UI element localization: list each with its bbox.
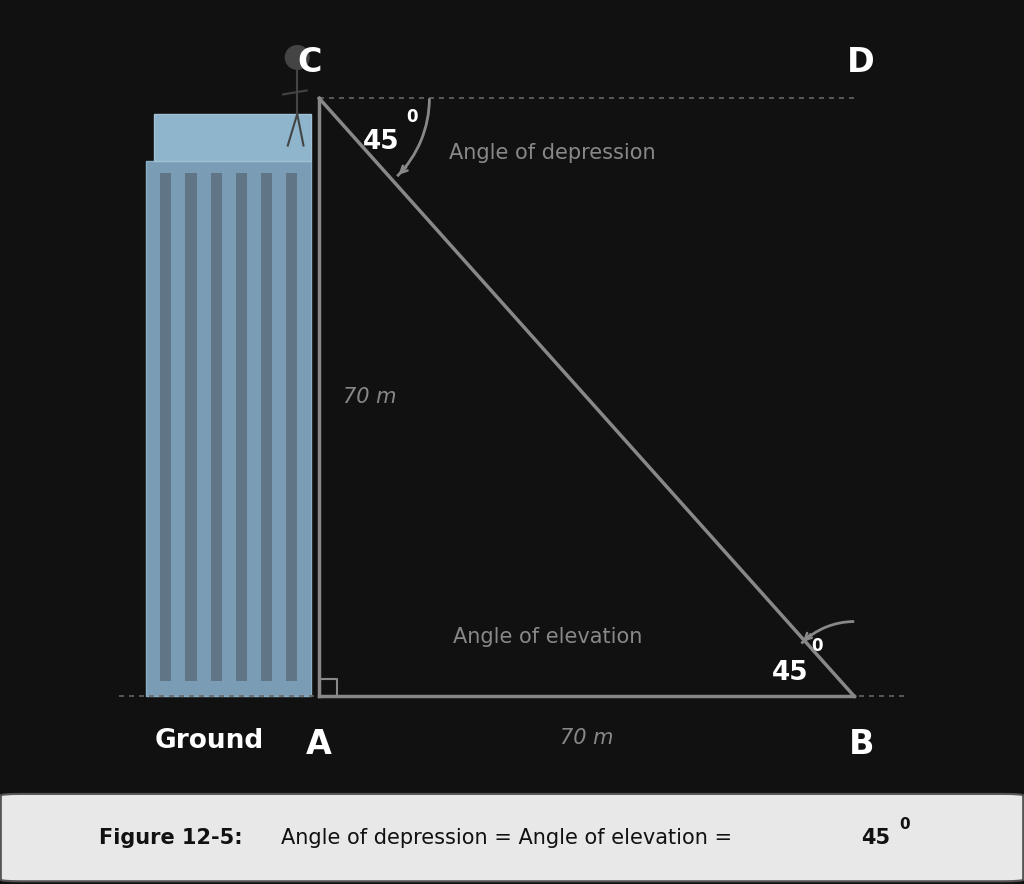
FancyBboxPatch shape — [1, 794, 1023, 881]
Bar — [286, 173, 297, 681]
Text: B: B — [849, 728, 874, 761]
Bar — [161, 173, 171, 681]
Bar — [146, 161, 311, 697]
Text: 45: 45 — [772, 659, 808, 686]
Text: A: A — [306, 728, 332, 761]
Text: Angle of depression = Angle of elevation =: Angle of depression = Angle of elevation… — [281, 827, 738, 848]
Text: 70 m: 70 m — [560, 728, 613, 748]
Text: Angle of depression: Angle of depression — [450, 143, 655, 164]
Text: 0: 0 — [406, 108, 418, 126]
Bar — [154, 114, 311, 161]
Text: D: D — [847, 46, 874, 79]
Circle shape — [286, 46, 309, 69]
Bar — [185, 173, 197, 681]
Text: C: C — [298, 46, 323, 79]
Text: Angle of elevation: Angle of elevation — [453, 628, 642, 647]
Bar — [211, 173, 221, 681]
Text: 45: 45 — [362, 128, 399, 155]
Bar — [236, 173, 247, 681]
Text: 45: 45 — [861, 827, 890, 848]
Text: 0: 0 — [811, 637, 822, 655]
Bar — [261, 173, 272, 681]
Text: Ground: Ground — [155, 728, 264, 754]
Text: Figure 12-5:: Figure 12-5: — [99, 827, 243, 848]
Text: 70 m: 70 m — [343, 387, 396, 408]
Text: 0: 0 — [899, 818, 910, 833]
